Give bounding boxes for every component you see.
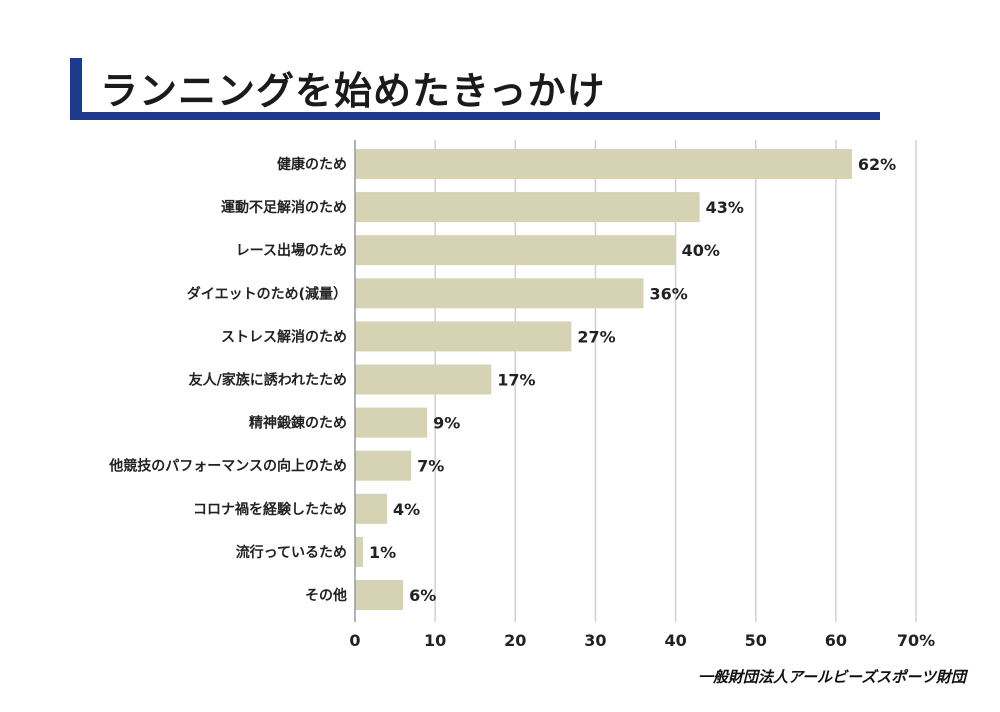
bar bbox=[355, 450, 412, 481]
category-label: 精神鍛錬のため bbox=[249, 415, 347, 432]
category-label: 運動不足解消のため bbox=[221, 199, 347, 216]
chart-title: ランニングを始めたきっかけ bbox=[100, 69, 606, 113]
value-label: 4% bbox=[393, 500, 420, 519]
bar bbox=[355, 192, 700, 223]
value-label: 7% bbox=[417, 457, 444, 476]
category-label: 他競技のパフォーマンスの向上のため bbox=[108, 458, 347, 475]
bar bbox=[355, 407, 428, 438]
category-label: コロナ禍を経験したため bbox=[193, 501, 347, 518]
value-label: 40% bbox=[682, 241, 720, 260]
value-label: 9% bbox=[433, 414, 460, 433]
bar bbox=[355, 235, 676, 266]
value-label: 62% bbox=[858, 155, 896, 174]
x-tick-label: 10 bbox=[424, 631, 446, 650]
x-tick-label: 50 bbox=[745, 631, 767, 650]
category-label: ストレス解消のため bbox=[221, 328, 347, 345]
bar bbox=[355, 321, 572, 352]
value-label: 27% bbox=[577, 327, 615, 346]
category-label: 流行っているため bbox=[236, 544, 347, 561]
value-label: 36% bbox=[650, 284, 688, 303]
bar bbox=[355, 364, 492, 395]
title-underline bbox=[70, 112, 880, 120]
value-label: 1% bbox=[369, 543, 396, 562]
category-label: 友人/家族に誘われたため bbox=[189, 372, 347, 389]
x-tick-label: 60 bbox=[825, 631, 847, 650]
value-label: 17% bbox=[497, 371, 535, 390]
bar bbox=[355, 536, 364, 567]
source-credit: 一般財団法人アールビーズスポーツ財団 bbox=[697, 668, 966, 686]
category-label: その他 bbox=[305, 587, 347, 604]
value-label: 43% bbox=[706, 198, 744, 217]
x-tick-label: 40 bbox=[664, 631, 686, 650]
category-label: ダイエットのため(減量） bbox=[187, 285, 347, 302]
x-tick-label: 0 bbox=[349, 631, 360, 650]
x-tick-label: 70% bbox=[897, 631, 935, 650]
title-accent-bar bbox=[70, 58, 82, 120]
bar bbox=[355, 149, 852, 179]
x-tick-label: 20 bbox=[504, 631, 526, 650]
value-label: 6% bbox=[409, 586, 436, 605]
x-tick-label: 30 bbox=[584, 631, 606, 650]
category-label: 健康のため bbox=[277, 156, 347, 173]
bar bbox=[355, 278, 644, 309]
bar bbox=[355, 580, 404, 610]
bar bbox=[355, 493, 388, 524]
category-label: レース出場のため bbox=[236, 242, 347, 259]
